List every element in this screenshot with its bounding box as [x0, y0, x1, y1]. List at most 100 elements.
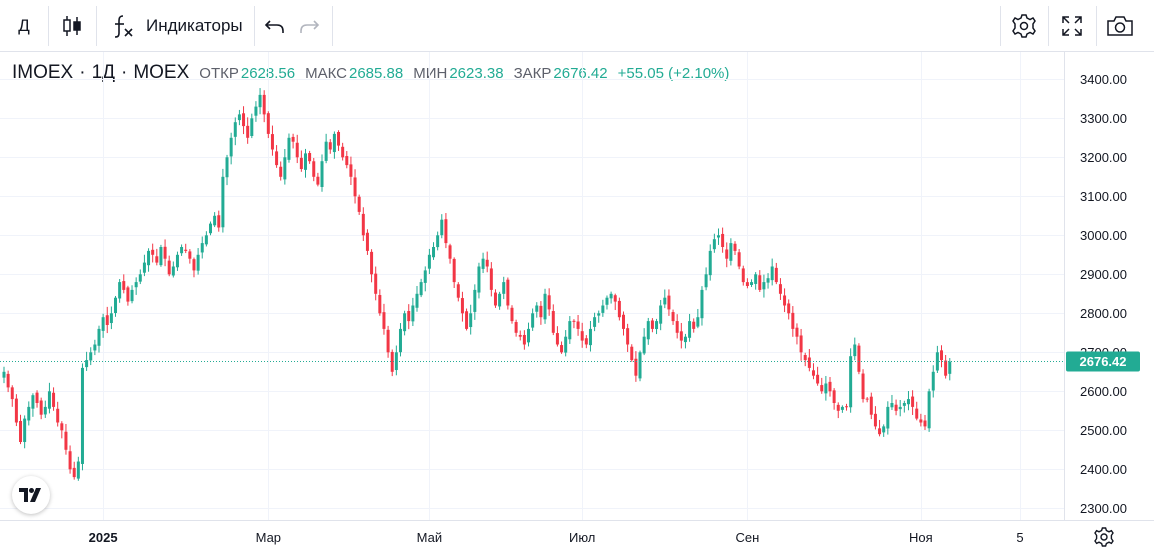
- candle: [394, 345, 398, 376]
- candle: [560, 341, 564, 354]
- candle: [114, 295, 118, 317]
- candle: [745, 278, 749, 289]
- candle: [770, 258, 774, 286]
- candle: [14, 394, 18, 427]
- candle: [390, 349, 394, 377]
- screenshot-button[interactable]: [1100, 4, 1140, 48]
- candle: [142, 254, 146, 277]
- candle: [708, 244, 712, 281]
- candle: [915, 401, 919, 421]
- candle: [927, 388, 931, 432]
- candle: [919, 413, 923, 427]
- candle: [23, 415, 27, 449]
- candle: [783, 288, 787, 313]
- redo-button[interactable]: [292, 4, 326, 48]
- price-tick-label: 2300.00: [1080, 501, 1127, 516]
- candle: [275, 145, 279, 168]
- top-toolbar: Д Индикаторы: [0, 0, 1154, 52]
- candle: [576, 315, 580, 336]
- candle: [209, 221, 212, 236]
- time-tick-label: Мар: [256, 530, 281, 545]
- settings-button[interactable]: [1004, 4, 1044, 48]
- price-tick-label: 3400.00: [1080, 72, 1127, 87]
- candle: [663, 289, 667, 309]
- price-tick-label: 2400.00: [1080, 462, 1127, 477]
- high-value: 2685.88: [349, 65, 404, 82]
- candle: [196, 248, 200, 275]
- candle: [316, 172, 320, 187]
- candle: [758, 270, 762, 293]
- candle: [341, 142, 345, 161]
- chart-type-button[interactable]: [52, 4, 92, 48]
- candle: [56, 401, 60, 427]
- candle: [613, 293, 617, 311]
- candle: [605, 295, 609, 310]
- candle: [820, 377, 824, 394]
- candle: [890, 394, 894, 411]
- candle: [630, 344, 634, 362]
- candle: [584, 335, 588, 349]
- interval-button[interactable]: Д: [4, 4, 44, 48]
- candle: [320, 154, 324, 192]
- candle: [588, 320, 592, 352]
- fullscreen-button[interactable]: [1052, 4, 1092, 48]
- chart-settings-button[interactable]: [1094, 527, 1114, 547]
- candle: [407, 304, 411, 330]
- candle: [493, 289, 497, 308]
- tradingview-logo[interactable]: [12, 476, 50, 514]
- candle: [80, 363, 84, 471]
- candle: [43, 400, 47, 418]
- candle: [502, 276, 506, 300]
- candle: [452, 257, 456, 289]
- candle: [510, 305, 514, 324]
- candle: [688, 313, 692, 342]
- price-axis[interactable]: 2300.002400.002500.002600.002700.002800.…: [1080, 72, 1127, 516]
- candle: [836, 402, 840, 419]
- time-axis[interactable]: 2025 Мар Май Июл Сен Ноя 5: [89, 530, 1024, 545]
- candle: [650, 318, 654, 333]
- candle: [671, 309, 675, 325]
- symbol-exchange[interactable]: MOEX: [133, 62, 190, 83]
- toolbar-separator: [332, 6, 333, 46]
- candle: [659, 299, 663, 331]
- candle: [151, 243, 155, 263]
- toolbar-separator: [1096, 6, 1097, 46]
- candle: [229, 132, 233, 165]
- candle: [882, 424, 886, 437]
- candle: [283, 149, 287, 185]
- undo-button[interactable]: [258, 4, 292, 48]
- candle: [386, 325, 390, 358]
- candle: [411, 297, 415, 327]
- candle: [353, 169, 357, 204]
- time-tick-label: Сен: [735, 530, 759, 545]
- candle: [374, 266, 378, 301]
- price-chart[interactable]: 2300.002400.002500.002600.002700.002800.…: [0, 52, 1154, 557]
- candle: [299, 150, 303, 172]
- candle: [935, 345, 939, 374]
- candle: [816, 366, 820, 386]
- candle: [246, 117, 250, 144]
- candle: [93, 339, 97, 356]
- candle: [593, 312, 597, 332]
- candle: [873, 406, 877, 430]
- candle: [155, 248, 159, 266]
- candle: [704, 267, 708, 291]
- candle: [159, 244, 163, 267]
- close-label: ЗАКР: [513, 65, 552, 82]
- candle: [535, 302, 539, 318]
- candle: [861, 369, 865, 403]
- candle: [130, 285, 134, 304]
- candle: [828, 376, 832, 397]
- candle: [634, 351, 638, 382]
- candle: [564, 330, 568, 357]
- candle: [944, 355, 948, 379]
- last-price-tag: 2676.42: [1066, 351, 1140, 372]
- symbol-name[interactable]: IMOEX: [12, 62, 74, 83]
- candle: [646, 317, 650, 345]
- price-tick-label: 2900.00: [1080, 267, 1127, 282]
- indicators-button[interactable]: Индикаторы: [104, 4, 250, 48]
- open-label: ОТКР: [199, 65, 239, 82]
- candle: [97, 325, 101, 353]
- candle: [555, 326, 559, 347]
- candle: [692, 318, 696, 333]
